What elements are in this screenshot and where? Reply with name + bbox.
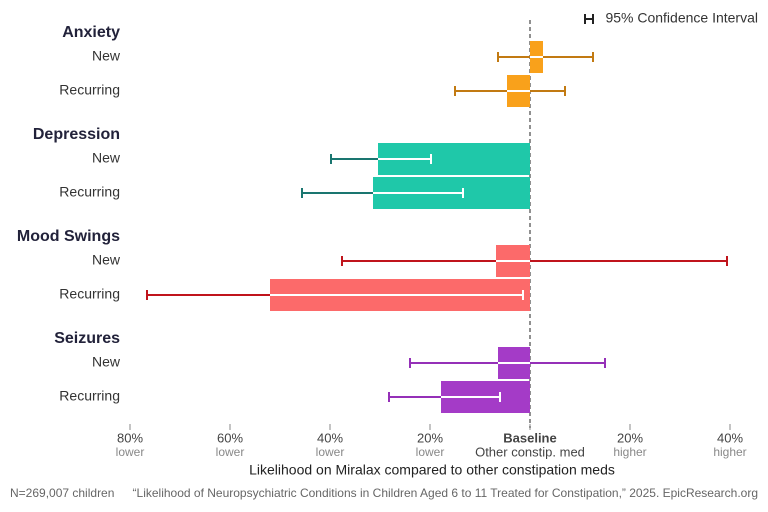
category-label: New	[92, 150, 121, 166]
x-tick-label: 80%	[117, 430, 143, 445]
category-label: Recurring	[59, 82, 120, 98]
category-label: Recurring	[59, 184, 120, 200]
footnote: N=269,007 children	[10, 486, 114, 500]
x-tick-label: 60%	[217, 430, 243, 445]
x-tick-sublabel: lower	[216, 445, 245, 459]
legend-label: 95% Confidence Interval	[605, 10, 758, 26]
x-tick-sublabel: Other constip. med	[475, 444, 585, 459]
x-axis-title: Likelihood on Miralax compared to other …	[249, 462, 615, 478]
group-label: Mood Swings	[17, 228, 120, 245]
category-label: New	[92, 354, 121, 370]
group-label: Anxiety	[62, 24, 120, 41]
category-label: Recurring	[59, 286, 120, 302]
footnote: “Likelihood of Neuropsychiatric Conditio…	[133, 486, 758, 500]
x-tick-sublabel: lower	[416, 445, 445, 459]
group-label: Seizures	[54, 330, 120, 347]
x-tick-label: Baseline	[503, 430, 556, 445]
group-label: Depression	[33, 126, 120, 143]
x-tick-sublabel: higher	[613, 445, 646, 459]
x-tick-sublabel: lower	[116, 445, 145, 459]
x-tick-label: 40%	[317, 430, 343, 445]
x-tick-label: 40%	[717, 430, 743, 445]
x-tick-sublabel: higher	[713, 445, 746, 459]
x-tick-label: 20%	[417, 430, 443, 445]
category-label: New	[92, 48, 121, 64]
category-label: Recurring	[59, 388, 120, 404]
x-tick-sublabel: lower	[316, 445, 345, 459]
category-label: New	[92, 252, 121, 268]
x-tick-label: 20%	[617, 430, 643, 445]
